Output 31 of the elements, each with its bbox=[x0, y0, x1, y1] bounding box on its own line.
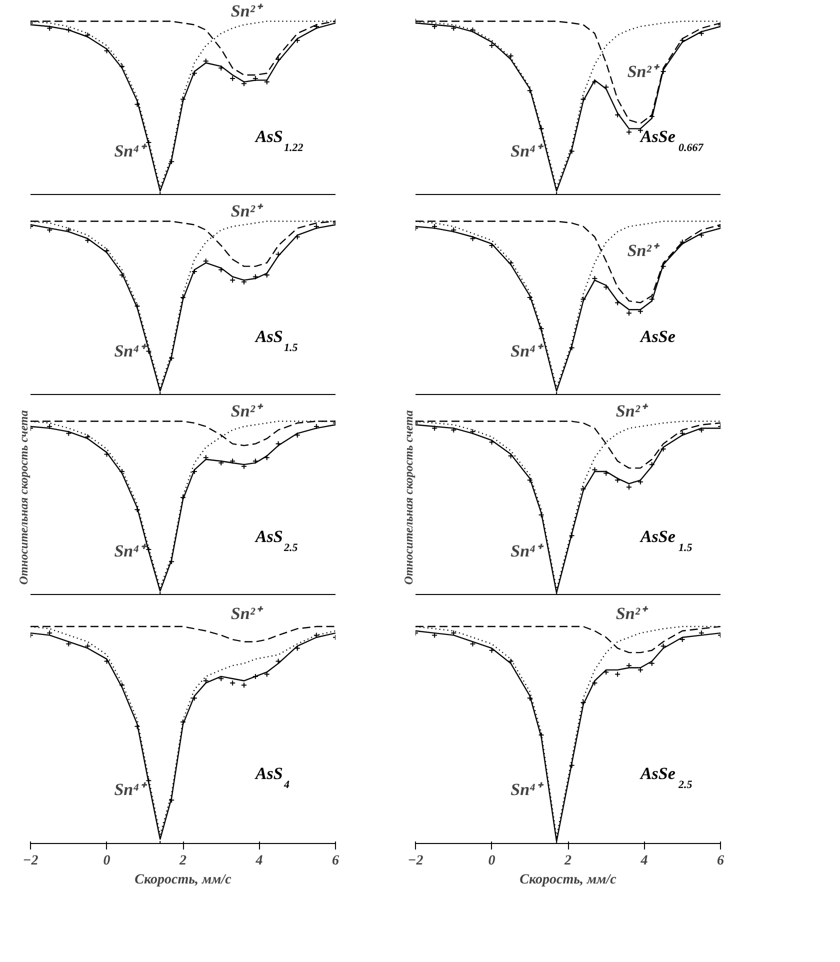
annotation: Sn⁴⁺ bbox=[114, 342, 148, 361]
text: Sn²⁺ bbox=[616, 401, 649, 420]
annotation: Sn⁴⁺ bbox=[510, 542, 544, 561]
text: Sn²⁺ bbox=[616, 604, 649, 624]
text: Sn²⁺ bbox=[230, 401, 264, 420]
x-tick-label: 0 bbox=[488, 854, 496, 868]
annotation: Sn²⁺ bbox=[627, 62, 660, 82]
annotation: Sn⁴⁺ bbox=[114, 542, 148, 561]
annotation: Sn⁴⁺ bbox=[510, 342, 544, 361]
x-tick-label: 2 bbox=[178, 854, 186, 868]
text: Sn²⁺ bbox=[230, 1, 264, 20]
y-axis-title: Относительная скорость счета bbox=[16, 410, 30, 585]
text: Sn²⁺ bbox=[230, 201, 264, 220]
annotation: AsSe bbox=[639, 327, 676, 346]
x-axis-title: Скорость, мм/с bbox=[134, 872, 232, 888]
x-tick-label: 6 bbox=[332, 854, 339, 868]
annotation: Sn⁴⁺ bbox=[510, 142, 544, 161]
x-tick-label: 4 bbox=[640, 854, 648, 868]
x-tick-label: 0 bbox=[103, 854, 110, 868]
x-tick-label: 2 bbox=[564, 854, 572, 868]
x-tick-label: 4 bbox=[254, 854, 263, 868]
x-tick-label: −2 bbox=[22, 854, 38, 868]
x-axis-title: Скорость, мм/с bbox=[520, 872, 618, 888]
annotation: Sn⁴⁺ bbox=[114, 142, 148, 161]
annotation: Sn⁴⁺ bbox=[510, 780, 544, 799]
annotation: Sn⁴⁺ bbox=[114, 780, 148, 799]
annotation: Sn²⁺ bbox=[627, 241, 660, 260]
x-tick-label: −2 bbox=[408, 854, 424, 868]
y-axis-title: Относительная скорость счета bbox=[402, 410, 416, 585]
x-tick-label: 6 bbox=[717, 854, 724, 868]
text: Sn²⁺ bbox=[230, 604, 264, 624]
